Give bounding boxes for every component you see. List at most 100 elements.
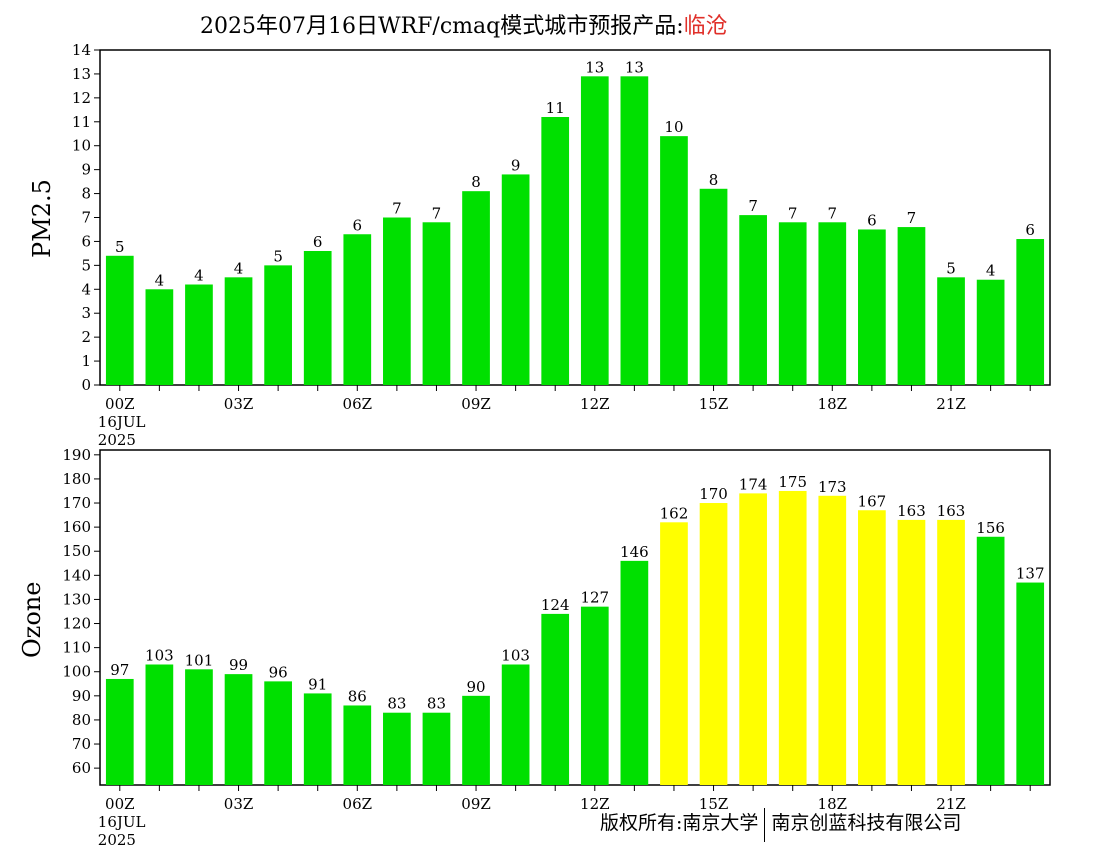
pm25-ytick-label: 12 [72, 89, 91, 107]
pm25-bar [343, 234, 372, 385]
ozone-bar [818, 495, 847, 785]
pm25-bar [383, 217, 411, 385]
ozone-chart: 60 70 80 90 100 110 120 130 140 150 160 170 180 190 97… [62, 446, 1051, 849]
pm25-data-label: 7 [907, 209, 917, 227]
pm25-ytick-label: 14 [72, 41, 91, 59]
ozone-ytick-label: 90 [72, 687, 91, 705]
ozone-data-label: 163 [937, 502, 966, 520]
title-main: 2025年07月16日WRF/cmaq模式城市预报产品: [200, 14, 684, 39]
ozone-data-label: 174 [739, 475, 768, 493]
ozone-data-label: 90 [466, 678, 485, 696]
ozone-data-label: 97 [110, 661, 129, 679]
ozone-ytick-label: 110 [62, 639, 91, 657]
pm25-bar [937, 277, 965, 385]
ozone-bar [383, 712, 411, 785]
ozone-data-label: 163 [897, 502, 926, 520]
ozone-bar [937, 519, 965, 785]
pm25-xtick-label: 09Z [461, 395, 491, 413]
ozone-xtick-label: 09Z [461, 795, 491, 813]
pm25-data-label: 4 [234, 259, 244, 277]
pm25-xtick-label: 12Z [580, 395, 610, 413]
pm25-bar [620, 76, 649, 386]
pm25-bar [699, 188, 728, 385]
ozone-bar [224, 674, 253, 785]
chart-title: 2025年07月16日WRF/cmaq模式城市预报产品:临沧 [200, 8, 728, 40]
pm25-ytick-label: 0 [81, 376, 91, 394]
pm25-ytick-label: 1 [81, 352, 91, 370]
copyright-footer: 版权所有:南京大学 南京创蓝科技有限公司 [600, 808, 961, 842]
pm25-xtick-label: 18Z [818, 395, 848, 413]
ozone-data-label: 156 [976, 519, 1005, 537]
ozone-bar [501, 664, 530, 785]
ozone-data-label: 103 [145, 646, 174, 664]
ozone-data-label: 91 [308, 675, 327, 693]
ozone-data-label: 101 [185, 651, 214, 669]
pm25-data-label: 7 [432, 204, 442, 222]
pm25-data-label: 7 [788, 204, 798, 222]
pm25-xtick-label: 03Z [224, 395, 254, 413]
pm25-data-label: 13 [585, 58, 604, 76]
ozone-ytick-label: 140 [62, 566, 91, 584]
pm25-ytick-label: 5 [81, 256, 91, 274]
pm25-data-label: 7 [828, 204, 838, 222]
ozone-ytick-label: 70 [72, 735, 91, 753]
pm25-data-label: 4 [155, 271, 165, 289]
pm25-ytick-label: 8 [81, 185, 91, 203]
pm25-xtick-label: 06Z [343, 395, 373, 413]
ozone-bar [858, 510, 886, 785]
ozone-bar [185, 669, 213, 785]
ozone-bar [462, 695, 490, 785]
pm25-data-label: 13 [625, 58, 644, 76]
pm25-data-label: 10 [664, 118, 683, 136]
pm25-data-label: 6 [313, 233, 323, 251]
ozone-data-label: 146 [620, 543, 649, 561]
ozone-bar [778, 490, 807, 785]
ozone-bar [303, 693, 332, 785]
pm25-ytick-label: 4 [81, 280, 91, 298]
ozone-ytick-label: 100 [62, 663, 91, 681]
pm25-bar [105, 255, 134, 385]
pm25-bar [858, 229, 886, 385]
pm25-ytick-label: 11 [72, 113, 91, 131]
pm25-bar [462, 191, 490, 385]
pm25-data-label: 8 [709, 171, 719, 189]
pm25-xtick-label: 15Z [699, 395, 729, 413]
pm25-bar [264, 265, 292, 385]
ozone-plot-frame [99, 449, 1051, 786]
pm25-bar [1016, 239, 1045, 385]
ozone-data-label: 83 [427, 695, 446, 713]
ozone-bar [105, 678, 134, 785]
pm25-data-label: 9 [511, 156, 521, 174]
copyright-owner: 版权所有:南京大学 [600, 812, 759, 834]
ozone-bar [580, 606, 609, 785]
pm25-date-label: 2025 [98, 431, 136, 449]
ozone-data-label: 175 [778, 473, 807, 491]
ozone-bar [422, 712, 451, 785]
ozone-bar [620, 560, 649, 785]
ozone-data-label: 173 [818, 478, 847, 496]
pm25-ytick-label: 9 [81, 161, 91, 179]
ozone-ytick-label: 60 [72, 759, 91, 777]
pm25-bar [897, 227, 926, 385]
pm25-data-label: 4 [194, 267, 204, 285]
ozone-data-label: 137 [1016, 565, 1045, 583]
pm25-bar [303, 251, 332, 385]
pm25-data-label: 6 [1025, 221, 1035, 239]
ozone-ytick-label: 80 [72, 711, 91, 729]
ozone-data-label: 99 [229, 656, 248, 674]
ozone-xtick-label: 03Z [224, 795, 254, 813]
pm25-bar [739, 215, 767, 385]
pm25-data-label: 11 [546, 99, 565, 117]
ozone-bar [976, 536, 1005, 785]
ozone-xtick-label: 12Z [580, 795, 610, 813]
ozone-data-label: 127 [580, 589, 609, 607]
ozone-data-label: 124 [541, 596, 570, 614]
pm25-ytick-label: 7 [81, 209, 91, 227]
pm25-data-label: 5 [273, 247, 283, 265]
ozone-ytick-label: 170 [62, 494, 91, 512]
ozone-data-label: 170 [699, 485, 728, 503]
ozone-ytick-label: 150 [62, 542, 91, 560]
pm25-data-label: 6 [353, 216, 363, 234]
pm25-data-label: 4 [986, 262, 996, 280]
